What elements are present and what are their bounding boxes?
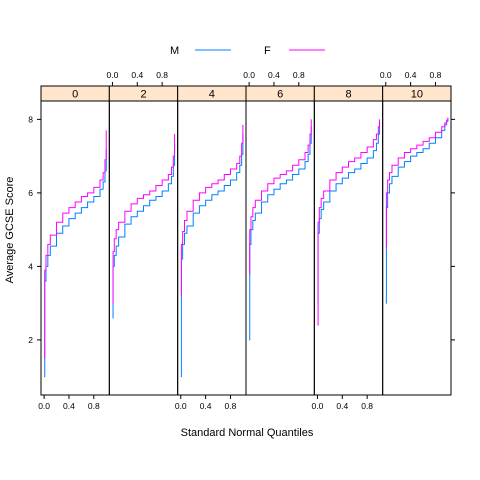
x-tick-label-4-2: 0.8 — [225, 401, 237, 411]
panel-8: 8 — [313, 85, 384, 396]
panel-6: 6 — [245, 85, 315, 396]
x-axis-title: Standard Normal Quantiles — [181, 427, 314, 439]
panel-frame-0 — [40, 100, 110, 396]
x-tick-label-8-1: 0.4 — [336, 401, 348, 411]
strip-label-2: 2 — [140, 89, 146, 101]
series-m-panel-2 — [112, 145, 176, 319]
series-m-panel-4 — [180, 134, 244, 378]
x-tick-label-0-2: 0.8 — [88, 401, 100, 411]
panel-frame-10 — [382, 100, 452, 396]
panel-10: 10 — [382, 85, 452, 396]
x-tick-label-8-0: 0.0 — [312, 401, 324, 411]
x-tick-label-6-2: 0.8 — [293, 70, 305, 80]
series-m-panel-8 — [317, 121, 381, 304]
series-m-panel-10 — [385, 119, 449, 304]
series-f-panel-4 — [180, 124, 244, 297]
series-f-panel-8 — [317, 119, 381, 326]
series-m-panel-6 — [249, 126, 312, 341]
panel-frame-2 — [108, 100, 179, 396]
axes: 0.0 0.4 0.8 0.0 0.4 0.8 0.0 0.4 0.8 0.0 0.4 0.8 0.0 0… — [28, 70, 455, 411]
series-m-panel-0 — [44, 148, 107, 378]
panel-0: 0 — [40, 85, 110, 396]
x-tick-label-4-0: 0.0 — [175, 401, 187, 411]
x-tick-label-8-2: 0.8 — [361, 401, 373, 411]
y-tick-label-1: 4 — [28, 261, 33, 271]
y-tick-label-3: 8 — [28, 114, 33, 124]
x-tick-label-10-2: 0.8 — [430, 70, 442, 80]
series-f-panel-10 — [385, 117, 449, 249]
panel-2: 2 — [108, 85, 179, 396]
y-axis-title: Average GCSE Score — [4, 177, 16, 284]
x-tick-label-2-1: 0.4 — [131, 70, 143, 80]
x-tick-label-6-0: 0.0 — [243, 70, 255, 80]
legend-label-f: F — [264, 45, 271, 57]
panel-frame-4 — [177, 100, 247, 396]
strip-label-8: 8 — [345, 89, 351, 101]
x-tick-label-2-0: 0.0 — [107, 70, 119, 80]
x-tick-label-10-1: 0.4 — [405, 70, 417, 80]
x-tick-label-2-2: 0.8 — [156, 70, 168, 80]
x-tick-label-0-1: 0.4 — [63, 401, 75, 411]
x-tick-label-6-1: 0.4 — [268, 70, 280, 80]
panel-frame-6 — [245, 100, 315, 396]
panel-4: 4 — [177, 85, 247, 396]
strip-label-0: 0 — [72, 89, 78, 101]
strip-label-10: 10 — [411, 89, 423, 101]
x-tick-label-4-1: 0.4 — [200, 401, 212, 411]
panel-frame-8 — [313, 100, 384, 396]
panels: 0 2 4 6 8 10 — [40, 85, 452, 396]
strip-label-4: 4 — [209, 89, 215, 101]
y-tick-label-2: 6 — [28, 188, 33, 198]
series-f-panel-2 — [112, 134, 176, 304]
x-tick-label-0-0: 0.0 — [38, 401, 50, 411]
legend-label-m: M — [170, 45, 179, 57]
strip-label-6: 6 — [277, 89, 283, 101]
series-f-panel-6 — [249, 119, 312, 275]
x-tick-label-10-0: 0.0 — [380, 70, 392, 80]
series-f-panel-0 — [44, 130, 107, 359]
y-tick-label-0: 2 — [28, 335, 33, 345]
